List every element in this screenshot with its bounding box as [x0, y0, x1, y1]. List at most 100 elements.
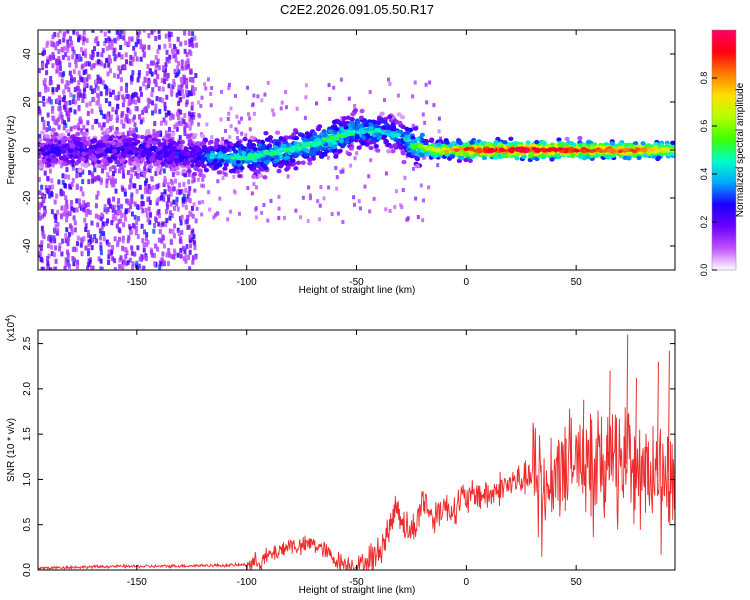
- spectrogram-speckle: [167, 58, 171, 64]
- spectrogram-ridge-core: [443, 149, 450, 154]
- spectrogram-speckle: [128, 184, 132, 190]
- spectrogram-ridge-cell: [117, 146, 124, 151]
- spectrogram-speckle: [234, 127, 238, 132]
- spectrogram-ridge-cell: [77, 168, 83, 173]
- spectrogram-speckle: [76, 92, 80, 98]
- spectrogram-speckle: [183, 171, 187, 177]
- spectrogram-speckle: [128, 127, 132, 133]
- spectrogram-ridge-cell: [111, 165, 117, 170]
- spectrogram-speckle: [65, 82, 69, 88]
- spectrogram-ridge-core: [648, 147, 654, 152]
- spectrogram-speckle: [99, 110, 103, 116]
- spectrogram-speckle: [152, 252, 156, 258]
- spectrogram-speckle: [191, 78, 195, 84]
- spectrogram-speckle: [54, 218, 58, 224]
- spectrogram-speckle: [54, 214, 58, 220]
- spectrogram-speckle: [54, 245, 58, 251]
- spectrogram-speckle: [68, 211, 72, 217]
- spectrogram-speckle: [80, 128, 84, 134]
- spectrogram-ridge-core: [634, 147, 640, 151]
- spectrogram-speckle: [127, 235, 131, 241]
- spectrogram-speckle: [191, 213, 195, 219]
- spectrogram-speckle: [70, 181, 74, 187]
- spectrogram-speckle: [96, 41, 100, 47]
- spectrogram-speckle: [124, 59, 128, 65]
- spectrogram-speckle: [65, 212, 69, 218]
- spectrogram-speckle: [103, 63, 107, 69]
- spectrogram-speckle: [411, 94, 415, 99]
- spectrogram-speckle: [177, 69, 181, 75]
- spectrogram-speckle: [221, 175, 225, 180]
- spectrogram-ridge-cell: [334, 127, 340, 132]
- spectrogram-speckle: [153, 261, 157, 267]
- spectrogram-speckle: [70, 206, 74, 212]
- spectrogram-speckle: [157, 237, 161, 243]
- spectrogram-ridge-cell: [363, 123, 369, 128]
- spectrogram-ridge-cell: [303, 152, 309, 158]
- spectrogram-speckle: [185, 80, 189, 86]
- spectrogram-speckle: [119, 209, 123, 215]
- spectrogram-speckle: [190, 105, 194, 111]
- spectrogram-speckle: [64, 238, 68, 244]
- spectrogram-ridge-cell: [162, 147, 168, 152]
- spectrogram-speckle: [102, 122, 106, 128]
- spectrogram-speckle: [94, 238, 98, 244]
- spectrogram-speckle: [157, 196, 161, 202]
- spectrogram-ridge-cell: [181, 168, 187, 174]
- spectrogram-speckle: [175, 92, 179, 98]
- spectrogram-speckle: [119, 34, 123, 40]
- spectrogram-ridge-cell: [463, 142, 470, 147]
- spectrogram-speckle: [38, 177, 41, 183]
- spectrogram-ridge-cell: [170, 131, 176, 137]
- spectrogram-ridge-cell: [640, 141, 646, 146]
- spectrogram-ridge-cell: [307, 157, 313, 162]
- spectrogram-speckle: [183, 48, 187, 54]
- spectrogram-speckle: [143, 180, 147, 186]
- spectrogram-speckle: [62, 32, 66, 38]
- spectrogram-ridge-cell: [50, 127, 57, 132]
- spectrogram-speckle: [72, 257, 76, 263]
- spectrogram-speckle: [41, 197, 45, 203]
- spectrogram-ridge-cell: [264, 159, 271, 164]
- spectrogram-speckle: [183, 126, 187, 132]
- spectrogram-speckle: [193, 35, 197, 41]
- spectrogram-speckle: [42, 119, 46, 125]
- spectrogram-speckle: [240, 131, 244, 136]
- figure-title: C2E2.2026.091.05.50.R17: [280, 2, 434, 17]
- spectrogram-ridge-core: [209, 152, 216, 157]
- spectrogram-ridge-cell: [104, 128, 110, 133]
- spectrogram-speckle: [97, 214, 101, 220]
- spectrogram-ridge-cell: [235, 159, 241, 164]
- spectrogram-speckle: [134, 230, 138, 236]
- spectrogram-speckle: [49, 80, 53, 86]
- spectrogram-speckle: [372, 196, 376, 201]
- spectrogram-ridge-core: [531, 146, 537, 151]
- spectrogram-ridge-cell: [266, 143, 273, 148]
- spectrogram-speckle: [114, 188, 118, 194]
- spectrogram-speckle: [186, 193, 190, 199]
- spectrogram-ridge-cell: [198, 142, 205, 147]
- spectrogram-ridge-cell: [295, 160, 302, 166]
- spectrogram-ridge-cell: [405, 130, 411, 136]
- spectrogram-speckle: [352, 195, 356, 200]
- spectrogram-speckle: [186, 92, 190, 98]
- spectrogram-speckle: [117, 205, 121, 211]
- spectrogram-speckle: [60, 238, 64, 244]
- spectrogram-speckle: [221, 170, 225, 175]
- spectrogram-speckle: [328, 96, 332, 101]
- spectrogram-speckle: [103, 207, 107, 213]
- spectrogram-ridge-cell: [448, 143, 454, 148]
- spectrogram-speckle: [413, 80, 417, 85]
- spectrogram-ridge-cell: [140, 149, 146, 154]
- spectrogram-speckle: [110, 178, 114, 184]
- spectrogram-speckle: [142, 51, 146, 57]
- spectrogram-ridge-cell: [410, 139, 416, 144]
- spectrogram-speckle: [141, 266, 145, 270]
- spectrogram-speckle: [66, 114, 70, 120]
- spectrogram-speckle: [115, 126, 119, 132]
- spectrogram-speckle: [118, 228, 122, 234]
- spectrogram-speckle: [124, 135, 128, 141]
- spectrogram-speckle: [132, 128, 136, 134]
- spectrogram-speckle: [44, 63, 48, 69]
- spectrogram-speckle: [116, 161, 120, 167]
